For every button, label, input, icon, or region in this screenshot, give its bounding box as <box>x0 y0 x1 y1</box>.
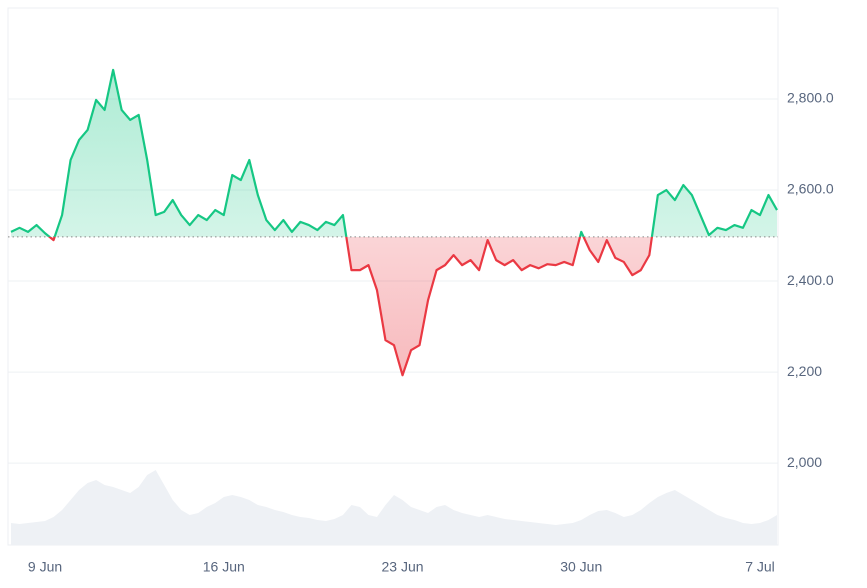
x-tick-label: 23 Jun <box>381 559 423 575</box>
line-up <box>10 68 778 237</box>
y-tick-label: 2,600.0 <box>787 181 834 197</box>
x-tick-label: 7 Jul <box>745 559 775 575</box>
x-tick-label: 30 Jun <box>560 559 602 575</box>
volume-area <box>11 470 777 545</box>
y-tick-label: 2,800.0 <box>787 90 834 106</box>
y-tick-label: 2,200 <box>787 363 822 379</box>
x-tick-label: 16 Jun <box>203 559 245 575</box>
y-tick-label: 2,400.0 <box>787 272 834 288</box>
area-up <box>11 69 777 237</box>
area-down <box>11 236 777 376</box>
x-tick-label: 9 Jun <box>28 559 62 575</box>
y-tick-label: 2,000 <box>787 454 822 470</box>
line-down <box>47 236 654 377</box>
